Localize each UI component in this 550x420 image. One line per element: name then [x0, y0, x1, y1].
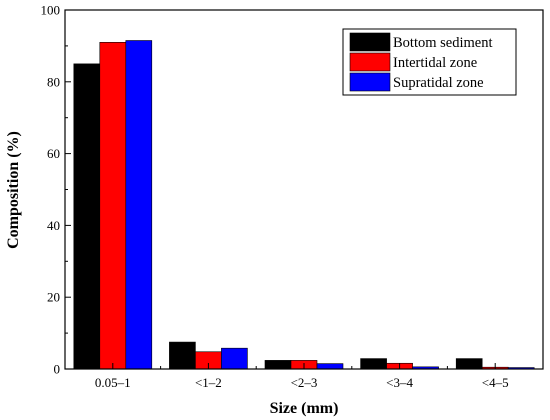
bar-supratidal-zone-0 — [125, 40, 153, 370]
legend-swatch-1 — [349, 52, 391, 72]
y-tick-label: 80 — [47, 74, 60, 89]
y-tick-label: 100 — [41, 3, 61, 18]
legend-swatch-0 — [349, 32, 391, 52]
y-tick-label: 20 — [47, 290, 60, 305]
y-tick-label: 60 — [47, 146, 60, 161]
bar-supratidal-zone-1 — [221, 347, 248, 370]
legend-swatch-2 — [349, 72, 391, 92]
bar-bottom-sediment-4 — [455, 358, 483, 370]
bar-bottom-sediment-3 — [360, 358, 387, 370]
bar-bottom-sediment-1 — [169, 341, 196, 370]
y-tick-label: 0 — [54, 362, 61, 377]
bar-intertidal-zone-0 — [99, 42, 127, 370]
bars-layer — [73, 40, 535, 370]
y-tick-label: 40 — [47, 218, 60, 233]
x-tick-label: 0.05–1 — [95, 375, 131, 390]
x-tick-label: <1–2 — [195, 375, 222, 390]
x-tick-label: <2–3 — [291, 375, 318, 390]
legend-label-1: Intertidal zone — [393, 55, 477, 71]
x-tick-label: <4–5 — [482, 375, 509, 390]
bar-supratidal-zone-2 — [316, 363, 344, 370]
x-axis-title: Size (mm) — [270, 400, 339, 417]
y-axis-title: Composition (%) — [5, 131, 22, 249]
legend-label-0: Bottom sediment — [393, 35, 492, 51]
x-tick-label: <3–4 — [386, 375, 413, 390]
y-axis: 0 20 40 60 80 100 — [41, 3, 71, 377]
legend: Bottom sediment Intertidal zone Supratidal… — [342, 28, 517, 96]
bar-bottom-sediment-0 — [73, 63, 101, 370]
bar-bottom-sediment-2 — [264, 360, 292, 370]
legend-label-2: Supratidal zone — [393, 75, 484, 91]
x-axis: 0.05–1 <1–2 <2–3 <3–4 <4–5 — [95, 363, 509, 390]
